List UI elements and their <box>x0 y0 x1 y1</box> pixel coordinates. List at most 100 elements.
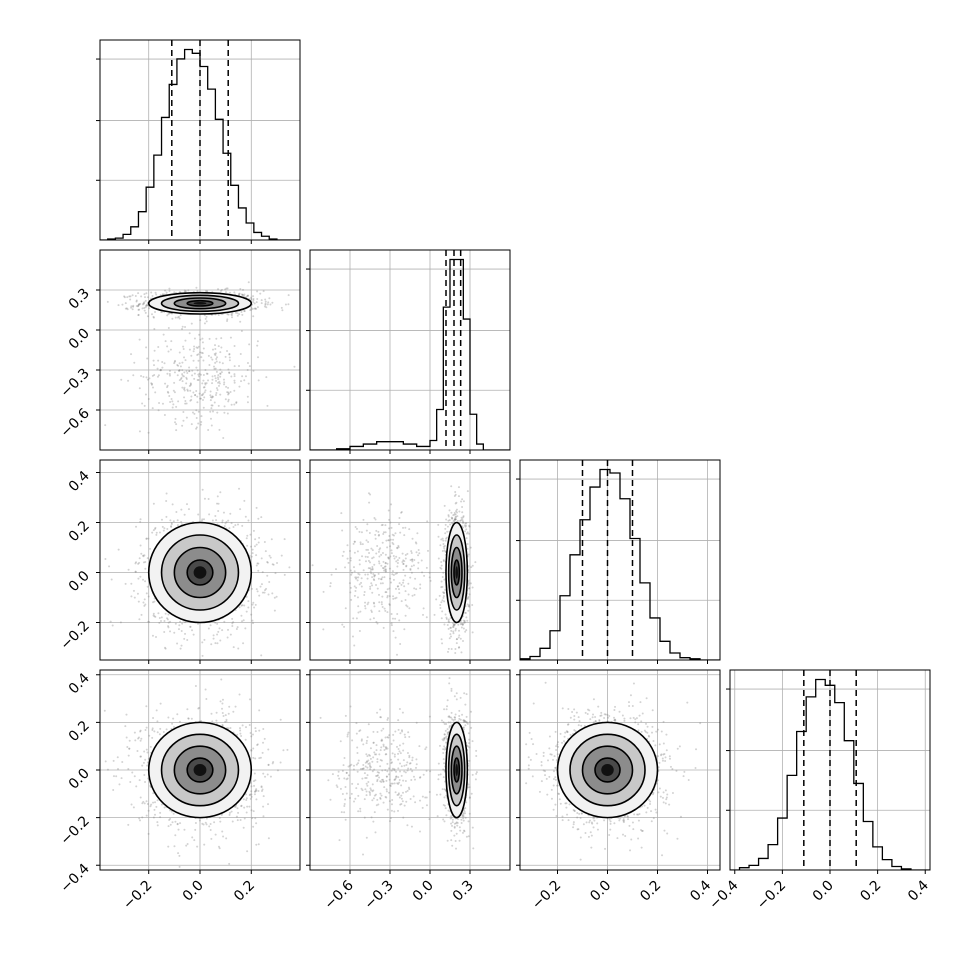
scatter-point <box>409 558 412 561</box>
scatter-point <box>179 378 182 381</box>
scatter-point <box>249 731 252 734</box>
scatter-point <box>190 423 193 426</box>
scatter-point <box>457 495 460 498</box>
scatter-point <box>196 369 199 372</box>
scatter-point <box>263 737 266 740</box>
scatter-point <box>442 545 445 548</box>
scatter-point <box>453 519 456 522</box>
scatter-point <box>242 798 245 801</box>
scatter-point <box>387 539 390 542</box>
scatter-point <box>268 554 271 557</box>
scatter-point <box>364 601 367 604</box>
scatter-point <box>189 383 192 386</box>
scatter-point <box>140 613 143 616</box>
scatter-point <box>354 589 357 592</box>
scatter-point <box>174 359 177 362</box>
scatter-point <box>453 623 456 626</box>
scatter-point <box>435 598 438 601</box>
scatter-point <box>442 559 445 562</box>
scatter-point <box>216 356 219 359</box>
scatter-point <box>246 534 249 537</box>
scatter-point <box>384 565 387 568</box>
scatter-point <box>233 381 236 384</box>
scatter-point <box>156 375 159 378</box>
scatter-point <box>390 503 393 506</box>
scatter-point <box>142 554 145 557</box>
scatter-point <box>417 554 420 557</box>
scatter-point <box>144 296 147 299</box>
scatter-point <box>238 606 241 609</box>
scatter-point <box>257 562 260 565</box>
scatter-point <box>134 570 137 573</box>
scatter-point <box>221 723 224 726</box>
scatter-point <box>183 386 186 389</box>
scatter-point <box>461 511 464 514</box>
scatter-point <box>219 368 222 371</box>
scatter-point <box>151 374 154 377</box>
scatter-point <box>182 411 185 414</box>
scatter-point <box>263 305 266 308</box>
scatter-point <box>139 819 142 822</box>
scatter-point <box>167 313 170 316</box>
scatter-point <box>201 382 204 385</box>
scatter-point <box>140 737 143 740</box>
scatter-point <box>166 617 169 620</box>
scatter-point <box>264 300 267 303</box>
scatter-point <box>388 595 391 598</box>
scatter-point <box>228 356 231 359</box>
scatter-point <box>170 523 173 526</box>
scatter-point <box>462 673 464 675</box>
scatter-point <box>208 513 211 516</box>
scatter-point <box>142 601 145 604</box>
scatter-point <box>260 785 263 788</box>
scatter-point <box>378 560 381 563</box>
scatter-point <box>235 628 238 631</box>
scatter-point <box>453 517 456 520</box>
scatter-point <box>215 370 218 373</box>
scatter-point <box>216 389 219 392</box>
scatter-point <box>370 572 373 575</box>
scatter-point <box>442 596 445 599</box>
scatter-point <box>382 567 385 570</box>
scatter-point <box>154 526 157 529</box>
scatter-point <box>250 306 253 309</box>
scatter-point <box>163 630 166 633</box>
scatter-point <box>412 564 415 567</box>
scatter-point <box>130 595 133 598</box>
scatter-point <box>322 628 325 631</box>
scatter-point <box>146 378 149 381</box>
scatter-point <box>177 828 180 831</box>
scatter-point <box>416 532 419 535</box>
scatter-point <box>465 522 468 525</box>
scatter-point <box>283 573 286 576</box>
scatter-panel-0-1: −0.6−0.30.00.3 <box>57 249 301 454</box>
scatter-point <box>255 788 258 791</box>
scatter-point <box>392 578 395 581</box>
scatter-point <box>202 347 205 350</box>
scatter-point <box>400 510 403 513</box>
scatter-point <box>205 315 208 318</box>
scatter-point <box>354 526 357 529</box>
scatter-point <box>219 289 222 292</box>
scatter-point <box>440 638 443 641</box>
scatter-point <box>349 557 352 560</box>
scatter-point <box>178 351 181 354</box>
scatter-point <box>168 373 171 376</box>
scatter-point <box>177 369 180 372</box>
scatter-point <box>404 614 407 617</box>
scatter-point <box>153 730 156 733</box>
scatter-point <box>411 558 414 561</box>
scatter-point <box>144 311 147 314</box>
scatter-point <box>260 557 263 560</box>
scatter-point <box>162 529 165 532</box>
scatter-point <box>467 609 470 612</box>
scatter-point <box>239 288 242 291</box>
scatter-point <box>374 537 377 540</box>
scatter-point <box>250 748 253 751</box>
scatter-point <box>174 622 177 625</box>
scatter-point <box>228 353 231 356</box>
scatter-point <box>442 539 445 542</box>
scatter-point <box>467 532 470 535</box>
scatter-point <box>369 570 372 573</box>
scatter-point <box>158 617 161 620</box>
